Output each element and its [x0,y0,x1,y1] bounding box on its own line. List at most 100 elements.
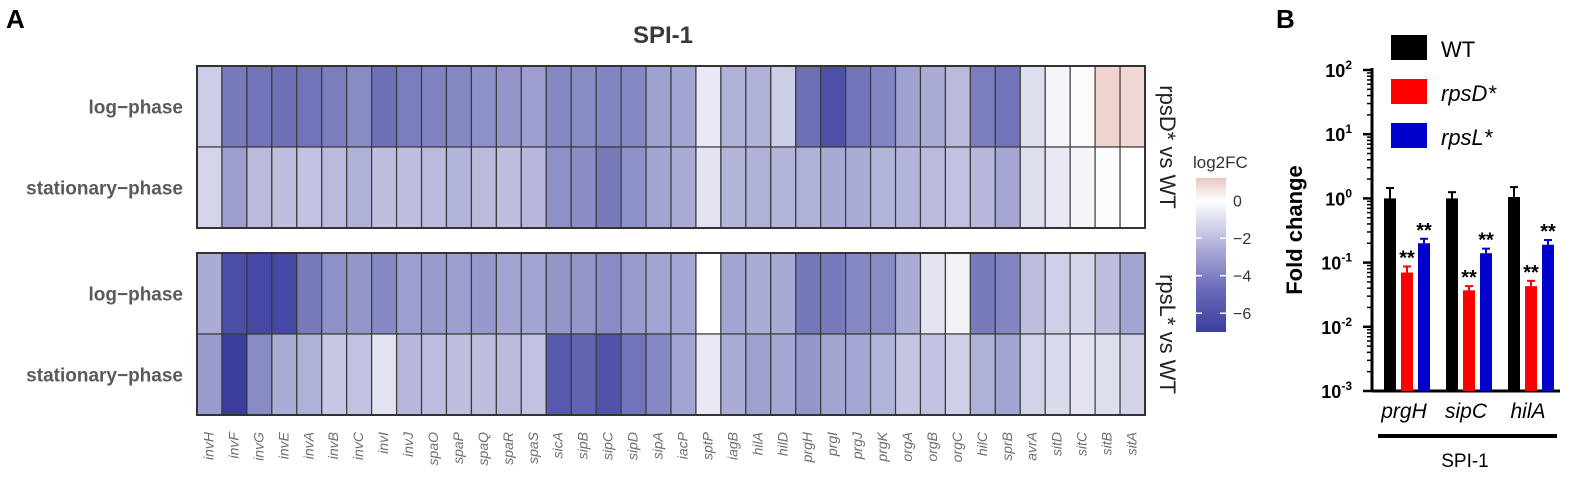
gene-label: prgH [799,431,815,463]
heatmap-cell [545,252,572,335]
gene-label: iagB [724,432,740,460]
gene-label: invG [250,432,266,461]
heatmap-cell [1069,146,1096,229]
gene-label: invJ [400,431,416,457]
heatmap-cell [246,65,273,148]
heatmap-cell [770,65,797,148]
gene-label: hilC [974,431,990,456]
gene-label: prgI [824,432,840,457]
heatmap-cell [670,65,697,148]
heatmap-cell [520,333,547,416]
heatmap-cell [545,333,572,416]
heatmap-cell [919,333,947,416]
heatmap-cell [795,65,822,148]
heatmap-cell [1094,252,1121,335]
gene-label: orgC [949,431,965,462]
heatmap-cell [745,252,772,335]
significance-marker: ** [1478,230,1494,252]
heatmap-cell [1119,65,1146,148]
heatmap-block-border [196,252,1146,416]
bar [1542,244,1554,391]
gene-label: spaP [450,431,466,464]
y-tick-exponent: -2 [1341,315,1352,329]
gene-label: sipD [625,432,641,460]
heatmap-cell [969,146,996,229]
gene-label: spaR [500,432,516,465]
bar [1480,253,1492,391]
heatmap-cell [470,65,497,148]
row-label: stationary−phase [26,366,183,387]
bar [1446,198,1458,391]
heatmap-cell [346,333,373,416]
heatmap-cell [495,252,522,335]
heatmap-cell [795,252,822,335]
gene-label: avrA [1024,432,1040,461]
heatmap-cell [944,252,971,335]
gene-label: prgK [874,431,890,462]
gene-label: invC [350,431,366,460]
significance-marker: ** [1461,267,1477,289]
gene-label: sipA [650,432,666,459]
heatmap-cell [570,252,597,335]
heatmap-cell [919,146,947,229]
colorbar-title: log2FC [1193,153,1248,172]
heatmap-cell [420,252,448,335]
heatmap-cell [570,333,597,416]
heatmap-cell [894,252,922,335]
heatmap-cell [321,146,348,229]
heatmap-cell [745,146,772,229]
heatmap-cell [1044,65,1071,148]
panel-b-letter: B [1276,4,1295,34]
heatmap-cell [196,333,223,416]
heatmap-cell [869,333,897,416]
heatmap-cell [1044,333,1071,416]
gene-label: sitA [1124,432,1140,455]
gene-label: prgJ [849,431,865,460]
heatmap-cell [869,65,897,148]
category-label: hilA [1510,400,1545,423]
heatmap-cell [196,65,223,148]
heatmap-cell [1119,146,1146,229]
panel-a-letter: A [6,4,25,34]
y-tick-base: 10 [1321,318,1341,338]
heatmap-cell [720,252,747,335]
heatmap-cell [520,252,547,335]
heatmap-cell [346,252,373,335]
heatmap-cell [221,333,248,416]
heatmap-cell [1019,333,1046,416]
heatmap-cell [1069,252,1096,335]
bar [1463,290,1475,391]
heatmap-cell [595,146,622,229]
gene-label: invF [225,431,241,459]
heatmap-cell [296,333,323,416]
colorbar-tick-label: 0 [1233,194,1242,211]
heatmap-cell [1069,333,1096,416]
heatmap-cell [495,146,522,229]
gene-label: sprB [999,432,1015,461]
gene-label: invE [275,431,291,459]
heatmap-cell [720,146,747,229]
heatmap-cell [720,333,747,416]
heatmap-cell [994,146,1021,229]
heatmap-cell [795,333,822,416]
heatmap-cell [1044,252,1071,335]
gene-label: sitD [1049,432,1065,456]
gene-label: sptP [699,431,715,460]
heatmap-cell [246,146,273,229]
heatmap-cell [445,65,473,148]
y-axis-label: Fold change [1282,165,1307,295]
gene-label: orgA [899,432,915,462]
legend-swatch [1391,79,1427,104]
colorbar-ticks: 0 −2 −4 −6 [1196,194,1251,323]
row-label: stationary−phase [26,179,183,200]
heatmap-cell [520,146,547,229]
significance-marker: ** [1540,221,1556,243]
gene-label: spaS [525,431,541,464]
gene-label: invI [375,432,391,454]
heatmap-cell [196,252,223,335]
heatmap-cell [845,252,872,335]
colorbar-tick-label: −6 [1233,306,1251,323]
heatmap-cell [570,65,597,148]
y-tick-base: 10 [1321,254,1341,274]
